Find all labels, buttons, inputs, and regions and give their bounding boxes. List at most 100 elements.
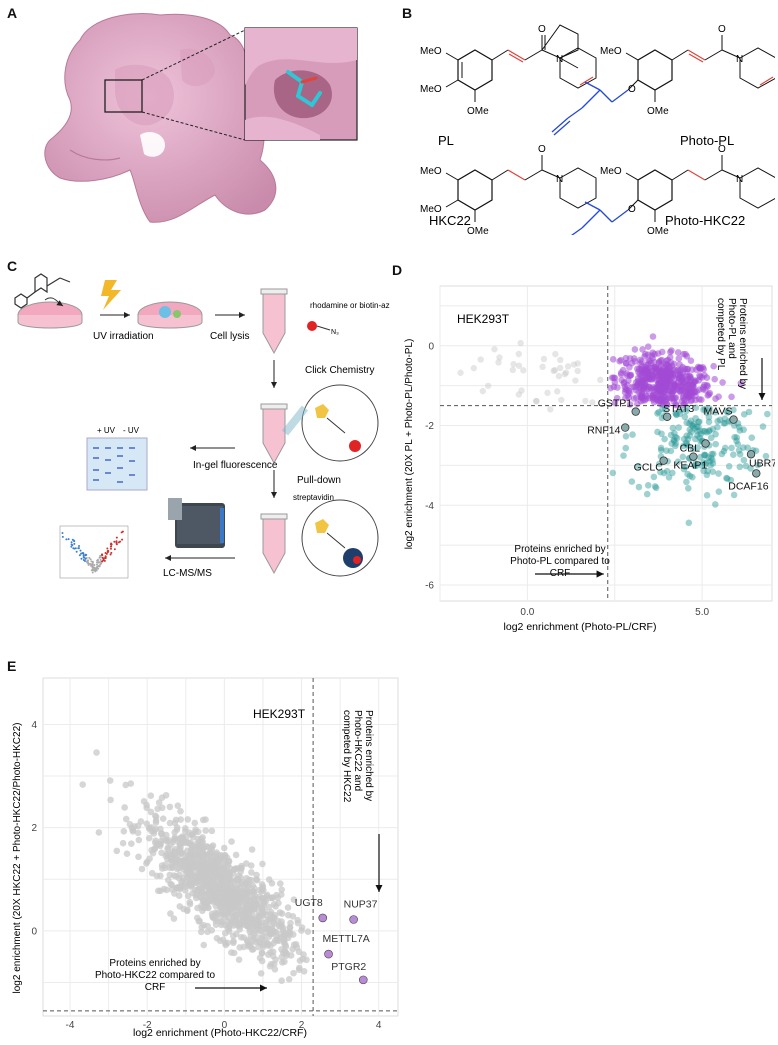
data-point bbox=[166, 871, 174, 879]
data-point bbox=[247, 862, 255, 869]
data-point bbox=[633, 382, 640, 390]
protein-surface bbox=[44, 13, 277, 223]
volcano-point bbox=[97, 561, 100, 564]
data-point bbox=[611, 399, 619, 407]
data-point bbox=[197, 842, 204, 849]
data-point bbox=[666, 354, 674, 361]
data-point bbox=[658, 430, 665, 438]
data-point bbox=[683, 440, 691, 448]
data-point bbox=[278, 886, 286, 893]
data-point bbox=[684, 435, 692, 443]
volcano-point bbox=[103, 559, 106, 562]
volcano-point bbox=[96, 559, 99, 562]
data-point bbox=[720, 447, 728, 455]
data-point bbox=[221, 852, 229, 859]
data-point bbox=[93, 749, 100, 756]
data-point bbox=[182, 833, 190, 841]
data-point bbox=[652, 484, 660, 492]
data-point bbox=[152, 812, 159, 820]
data-point bbox=[667, 395, 675, 402]
data-point bbox=[230, 937, 237, 945]
azide-label: N₃ bbox=[331, 329, 339, 336]
data-point bbox=[248, 846, 256, 853]
data-point bbox=[532, 397, 540, 405]
data-point bbox=[259, 932, 266, 939]
volcano-point bbox=[93, 563, 96, 566]
data-point bbox=[256, 886, 263, 894]
data-point bbox=[683, 478, 690, 486]
data-point bbox=[702, 451, 709, 459]
data-point bbox=[267, 960, 275, 968]
data-point bbox=[158, 849, 165, 857]
data-point bbox=[669, 469, 676, 477]
data-point bbox=[637, 360, 644, 367]
data-point bbox=[204, 877, 212, 884]
volcano-point bbox=[101, 553, 104, 556]
data-point bbox=[667, 431, 675, 439]
data-point bbox=[208, 857, 215, 864]
data-point bbox=[219, 895, 226, 903]
volcano-point bbox=[78, 545, 81, 548]
data-point bbox=[705, 454, 712, 461]
volcano-point bbox=[85, 553, 88, 556]
data-point bbox=[680, 435, 688, 443]
volcano-point bbox=[98, 565, 101, 568]
volcano-point bbox=[109, 553, 112, 556]
data-point bbox=[682, 388, 689, 395]
data-point bbox=[703, 409, 710, 417]
data-point bbox=[686, 432, 694, 439]
tube-icon bbox=[260, 403, 288, 465]
data-point bbox=[712, 408, 719, 416]
data-point bbox=[727, 476, 735, 484]
data-point bbox=[657, 394, 665, 402]
data-point bbox=[703, 429, 711, 436]
data-point bbox=[668, 440, 676, 447]
data-point bbox=[705, 391, 713, 398]
data-point bbox=[614, 384, 621, 391]
data-point bbox=[683, 352, 691, 360]
highlighted-point bbox=[324, 949, 333, 959]
data-point bbox=[176, 846, 183, 853]
data-point bbox=[687, 417, 695, 425]
data-point bbox=[282, 941, 289, 949]
data-point bbox=[290, 969, 297, 977]
data-point bbox=[270, 914, 277, 921]
x-tick-label: 4 bbox=[376, 1020, 382, 1031]
data-point bbox=[557, 356, 564, 364]
data-point bbox=[655, 408, 663, 416]
volcano-point bbox=[82, 555, 85, 558]
volcano-point bbox=[121, 538, 124, 541]
y-tick-label: 0 bbox=[428, 341, 434, 352]
data-point bbox=[730, 451, 737, 458]
data-point bbox=[561, 371, 569, 378]
volcano-point bbox=[86, 559, 89, 562]
data-point bbox=[234, 889, 242, 897]
data-point bbox=[168, 881, 176, 889]
data-point bbox=[628, 359, 636, 367]
cell-line-label-d: HEK293T bbox=[457, 312, 510, 326]
data-point bbox=[194, 835, 202, 843]
data-point bbox=[509, 366, 517, 374]
volcano-point bbox=[82, 554, 85, 557]
scatter-plot-d: 0.0 5.0 0 -2 -4 -6 GSTP1 RNF14 STAT3 MAVS CBL GCLC… bbox=[404, 285, 775, 633]
data-point bbox=[216, 856, 224, 864]
data-point bbox=[191, 819, 199, 827]
data-point bbox=[552, 350, 559, 358]
data-point bbox=[184, 847, 191, 855]
volcano-point bbox=[101, 560, 104, 563]
data-point bbox=[554, 388, 561, 395]
data-point bbox=[540, 355, 548, 363]
annotation-vertical-d: Proteins enriched byPhoto-PL andcompeted… bbox=[715, 298, 766, 400]
x-tick-label: 0.0 bbox=[520, 607, 534, 618]
data-point bbox=[667, 447, 675, 455]
y-axis-label-e: log2 enrichment (20X HKC22 + Photo-HKC22… bbox=[12, 723, 23, 994]
data-point bbox=[294, 919, 302, 927]
data-point bbox=[202, 827, 210, 834]
ome-label: OMe bbox=[647, 106, 669, 117]
data-point bbox=[517, 339, 524, 347]
volcano-point bbox=[100, 562, 103, 565]
data-point bbox=[265, 903, 273, 911]
annotation-vertical-e: Proteins enriched byPhoto-HKC22 andcompe… bbox=[341, 710, 383, 892]
volcano-point bbox=[73, 542, 76, 545]
data-point bbox=[696, 434, 703, 441]
